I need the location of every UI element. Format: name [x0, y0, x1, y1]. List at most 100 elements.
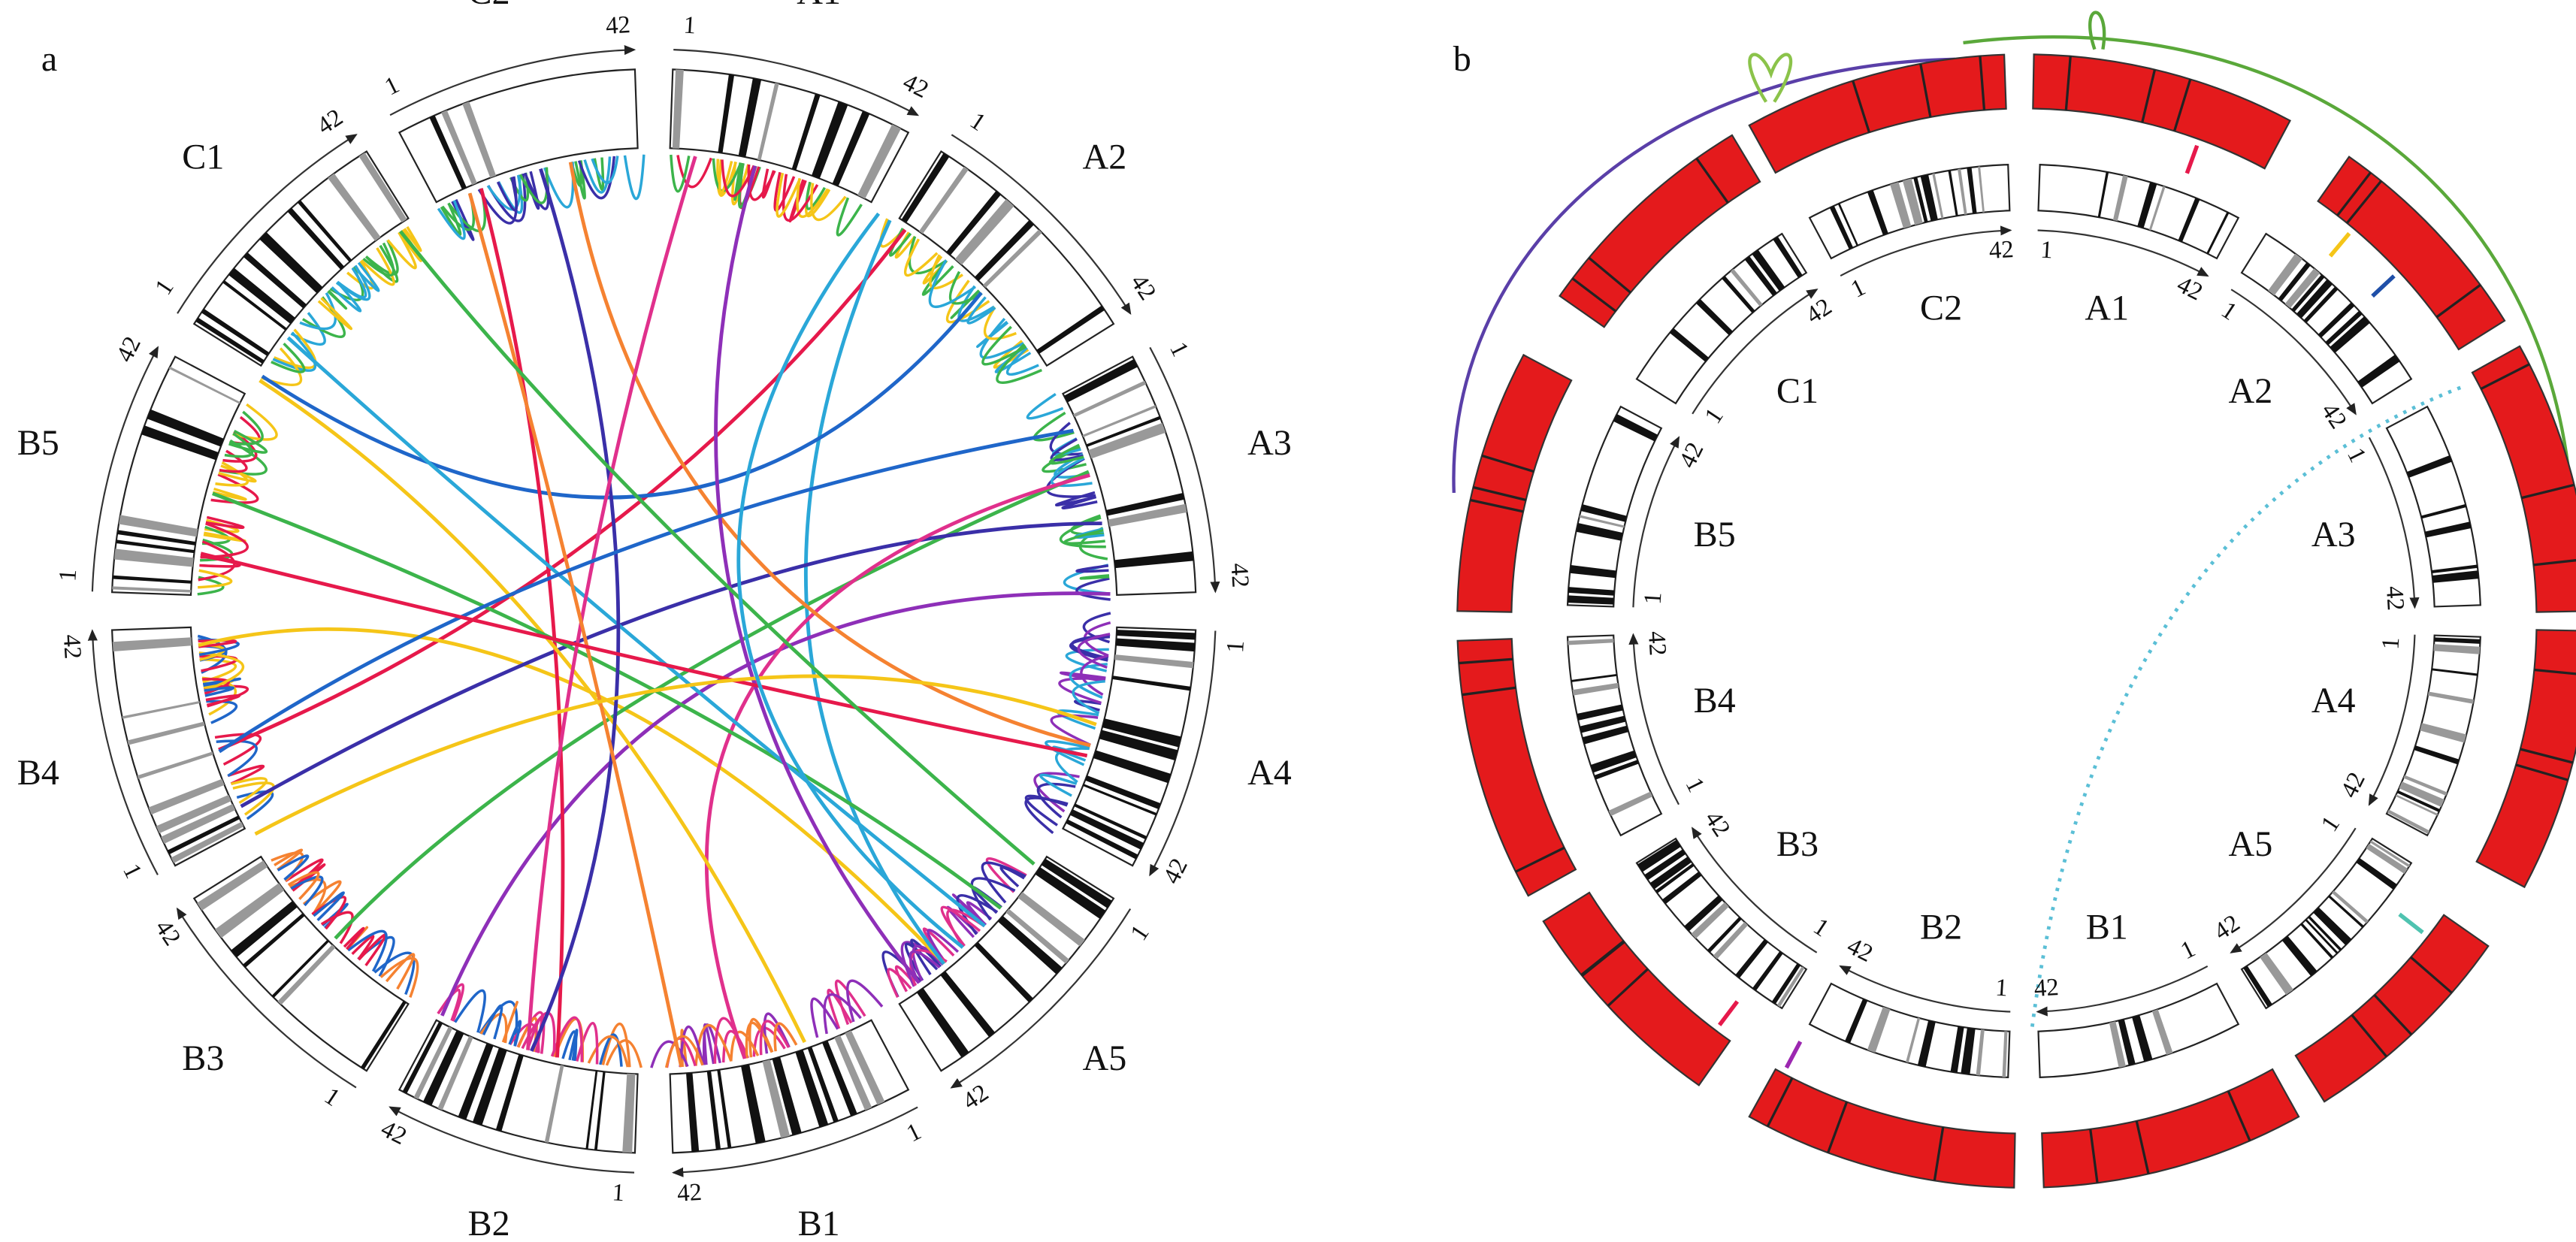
band	[422, 1030, 464, 1106]
link	[290, 875, 324, 907]
band	[982, 229, 1042, 289]
track-mark	[2410, 956, 2453, 994]
link	[834, 979, 866, 1026]
link	[1069, 663, 1108, 700]
link	[199, 657, 237, 684]
link	[718, 159, 733, 195]
segment-label: A3	[2311, 515, 2356, 555]
band	[1776, 966, 1805, 1008]
link	[999, 866, 1025, 888]
band	[1114, 654, 1194, 669]
scale-arrow	[1149, 630, 1217, 877]
link	[1049, 422, 1083, 456]
tick-label: 1	[150, 275, 180, 301]
link	[574, 160, 586, 200]
chromosome	[1635, 837, 1808, 1010]
tick-label: 1	[117, 860, 147, 883]
scale-arrow	[87, 629, 159, 875]
band	[2097, 171, 2109, 218]
track-mark	[1580, 940, 1625, 976]
variant-mark	[1718, 1000, 1740, 1026]
band	[1086, 416, 1161, 447]
band	[622, 1073, 636, 1153]
band	[1005, 908, 1069, 964]
band	[1568, 595, 1614, 605]
segment-label: C1	[182, 137, 224, 177]
link	[1061, 495, 1098, 509]
link	[524, 171, 540, 210]
band	[1115, 638, 1196, 652]
band	[672, 69, 684, 149]
band	[2414, 745, 2460, 765]
band	[119, 515, 198, 537]
band	[741, 1064, 766, 1144]
link	[981, 325, 1027, 366]
red-track	[2041, 1068, 2300, 1189]
link	[385, 953, 416, 990]
band	[1580, 715, 1626, 733]
band	[147, 409, 224, 447]
band	[141, 425, 219, 461]
link	[271, 343, 306, 373]
band	[1579, 515, 1625, 528]
band	[706, 1071, 721, 1150]
track-mark	[2172, 78, 2192, 131]
red-track	[1456, 353, 1573, 613]
link	[224, 432, 254, 458]
link	[721, 1029, 749, 1063]
link	[650, 1040, 689, 1068]
band	[997, 915, 1063, 975]
tick-label: 1	[903, 1118, 926, 1148]
band	[1066, 819, 1138, 860]
band	[2357, 354, 2400, 388]
band	[2284, 268, 2321, 309]
chromosome	[1566, 405, 1663, 608]
link	[694, 1023, 733, 1066]
tick-label: 1	[2039, 237, 2054, 264]
band	[544, 1065, 564, 1144]
segment-label: C1	[1776, 371, 1819, 411]
band	[585, 1071, 598, 1150]
link	[1045, 740, 1090, 766]
link-loop	[1748, 53, 1793, 103]
band	[975, 219, 1035, 281]
track-mark	[1481, 454, 1534, 473]
link	[776, 172, 802, 218]
band	[1735, 939, 1768, 978]
band	[116, 530, 196, 545]
chromosome	[398, 1019, 639, 1154]
scale-arrow	[951, 134, 1132, 316]
band	[717, 1069, 732, 1149]
link	[1063, 529, 1105, 545]
track-mark	[2515, 763, 2568, 781]
band	[718, 74, 735, 153]
link	[386, 231, 417, 270]
link	[210, 473, 259, 504]
track-mark	[1933, 1126, 1945, 1181]
tick-label: 42	[1843, 932, 1876, 968]
scale-arrow	[2368, 634, 2416, 806]
link	[985, 857, 1027, 893]
link	[236, 790, 274, 820]
band	[429, 115, 467, 190]
band	[2296, 279, 2333, 319]
link	[823, 993, 862, 1035]
track-mark	[2520, 748, 2574, 764]
link	[1055, 747, 1090, 784]
band	[2308, 916, 2342, 951]
panel-label: a	[41, 39, 57, 79]
band	[437, 1035, 473, 1111]
link	[364, 244, 399, 283]
band	[127, 721, 205, 745]
scale-arrow	[389, 1106, 635, 1174]
tick-label: 1	[965, 107, 990, 137]
link	[845, 979, 884, 1023]
tick-label: 42	[58, 633, 86, 660]
band	[1752, 249, 1785, 292]
tick-label: 1	[2217, 297, 2242, 326]
link	[501, 1001, 519, 1043]
tick-label: 42	[605, 11, 631, 40]
red-track	[1748, 53, 2007, 174]
track-mark	[1919, 63, 1932, 118]
segment-label: A2	[1083, 137, 1127, 177]
